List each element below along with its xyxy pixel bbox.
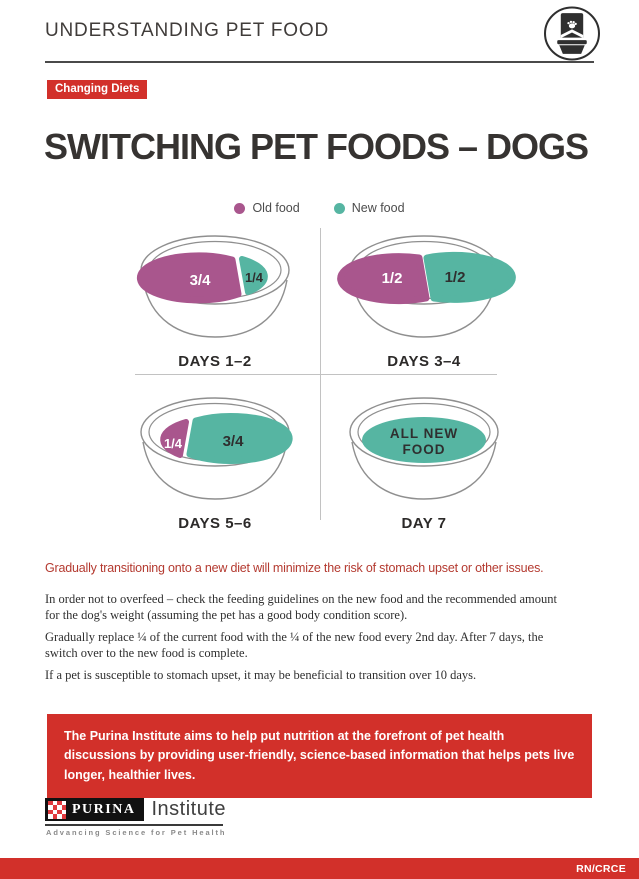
bowl-caption: DAY 7 bbox=[401, 515, 447, 532]
bowl-graphic: 1/2 1/2 bbox=[337, 235, 516, 338]
legend-item-old-food: Old food bbox=[234, 201, 300, 215]
old-food-fraction: 1/4 bbox=[164, 436, 183, 451]
bowl-days-3-4: 1/2 1/2 DAYS 3–4 bbox=[329, 222, 519, 370]
old-food-fraction: 3/4 bbox=[190, 272, 212, 289]
body-paragraph: Gradually replace ¼ of the current food … bbox=[45, 630, 544, 660]
legend-label: Old food bbox=[252, 201, 300, 215]
bowl-graphic: 1/4 3/4 bbox=[140, 397, 293, 500]
page-title: SWITCHING PET FOODS – DOGS bbox=[44, 126, 589, 167]
bowl-graphic: 3/4 1/4 bbox=[136, 235, 290, 338]
footer-tagline: Advancing Science for Pet Health bbox=[46, 828, 227, 837]
legend: Old food New food bbox=[0, 201, 639, 215]
old-food-dot-icon bbox=[234, 202, 246, 214]
bowl-days-5-6: 1/4 3/4 DAYS 5–6 bbox=[120, 384, 310, 532]
body-paragraph: If a pet is susceptible to stomach upset… bbox=[45, 668, 477, 682]
footer-divider bbox=[45, 824, 223, 826]
purina-institute-logo: PURINA Institute bbox=[45, 798, 226, 821]
new-food-fraction: 1/4 bbox=[245, 270, 264, 285]
purina-logo-box: PURINA bbox=[45, 798, 145, 821]
body-paragraph: In order not to overfeed – check the fee… bbox=[45, 592, 557, 622]
pet-food-icon bbox=[543, 6, 601, 66]
bowl-caption: DAYS 1–2 bbox=[178, 353, 252, 370]
header-divider bbox=[45, 61, 594, 63]
bottom-bar: RN/CRCE bbox=[0, 858, 639, 879]
new-food-fraction: 1/2 bbox=[445, 269, 466, 286]
old-food-fraction: 1/2 bbox=[382, 270, 403, 287]
bowl-days-1-2: 3/4 1/4 DAYS 1–2 bbox=[120, 222, 310, 370]
bowl-caption: DAYS 5–6 bbox=[178, 515, 252, 532]
section-badge: Changing Diets bbox=[47, 80, 148, 99]
new-food-dot-icon bbox=[333, 202, 345, 214]
bowl-caption: DAYS 3–4 bbox=[387, 353, 461, 370]
legend-item-new-food: New food bbox=[333, 201, 405, 215]
bowl-day-7: ALL NEW FOOD DAY 7 bbox=[329, 384, 519, 532]
purina-checkerboard-icon bbox=[48, 800, 66, 819]
diagram-vertical-divider bbox=[320, 228, 321, 520]
page-header-title: UNDERSTANDING PET FOOD bbox=[45, 20, 329, 41]
legend-label: New food bbox=[351, 201, 405, 215]
purina-institute-callout: The Purina Institute aims to help put nu… bbox=[47, 714, 592, 799]
new-food-fraction: 3/4 bbox=[223, 433, 245, 450]
document-code: RN/CRCE bbox=[576, 862, 626, 875]
diagram-horizontal-divider bbox=[135, 374, 497, 375]
all-new-food-line1: ALL NEW bbox=[390, 426, 458, 441]
institute-wordmark: Institute bbox=[151, 798, 226, 820]
lead-sentence: Gradually transitioning onto a new diet … bbox=[45, 561, 544, 575]
bowl-graphic: ALL NEW FOOD bbox=[349, 397, 499, 500]
purina-wordmark: PURINA bbox=[72, 801, 136, 817]
all-new-food-line2: FOOD bbox=[403, 442, 446, 457]
